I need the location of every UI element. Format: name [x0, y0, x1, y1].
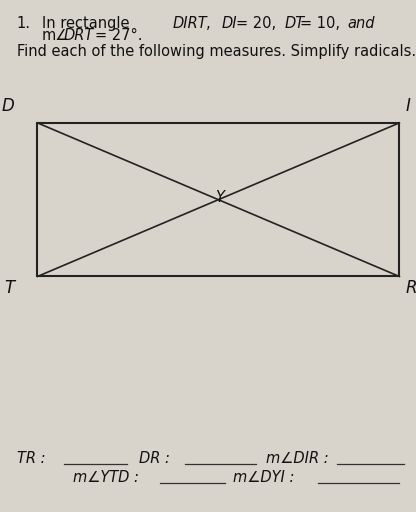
- Text: ,: ,: [206, 15, 210, 31]
- Text: DR :: DR :: [139, 451, 170, 466]
- Text: m∠DYI :: m∠DYI :: [233, 470, 295, 485]
- Text: In rectangle: In rectangle: [42, 15, 129, 31]
- Text: m∠DIR :: m∠DIR :: [266, 451, 329, 466]
- Text: DRT: DRT: [63, 28, 94, 44]
- Text: Y: Y: [215, 189, 224, 205]
- Text: and: and: [347, 15, 375, 31]
- Text: DT: DT: [285, 15, 305, 31]
- Bar: [37, 123, 399, 276]
- Text: 1.: 1.: [17, 15, 31, 31]
- Text: = 10,: = 10,: [300, 15, 339, 31]
- Text: DI: DI: [222, 15, 238, 31]
- Text: D: D: [2, 97, 15, 115]
- Text: R: R: [406, 279, 416, 297]
- Text: = 27°.: = 27°.: [95, 28, 142, 44]
- Text: = 20,: = 20,: [236, 15, 276, 31]
- Text: I: I: [406, 97, 411, 115]
- Text: m∠YTD :: m∠YTD :: [73, 470, 139, 485]
- Text: Find each of the following measures. Simplify radicals.: Find each of the following measures. Sim…: [17, 44, 416, 59]
- Text: m∠: m∠: [42, 28, 69, 44]
- Text: TR :: TR :: [17, 451, 45, 466]
- Text: T: T: [5, 279, 15, 297]
- Text: DIRT: DIRT: [173, 15, 207, 31]
